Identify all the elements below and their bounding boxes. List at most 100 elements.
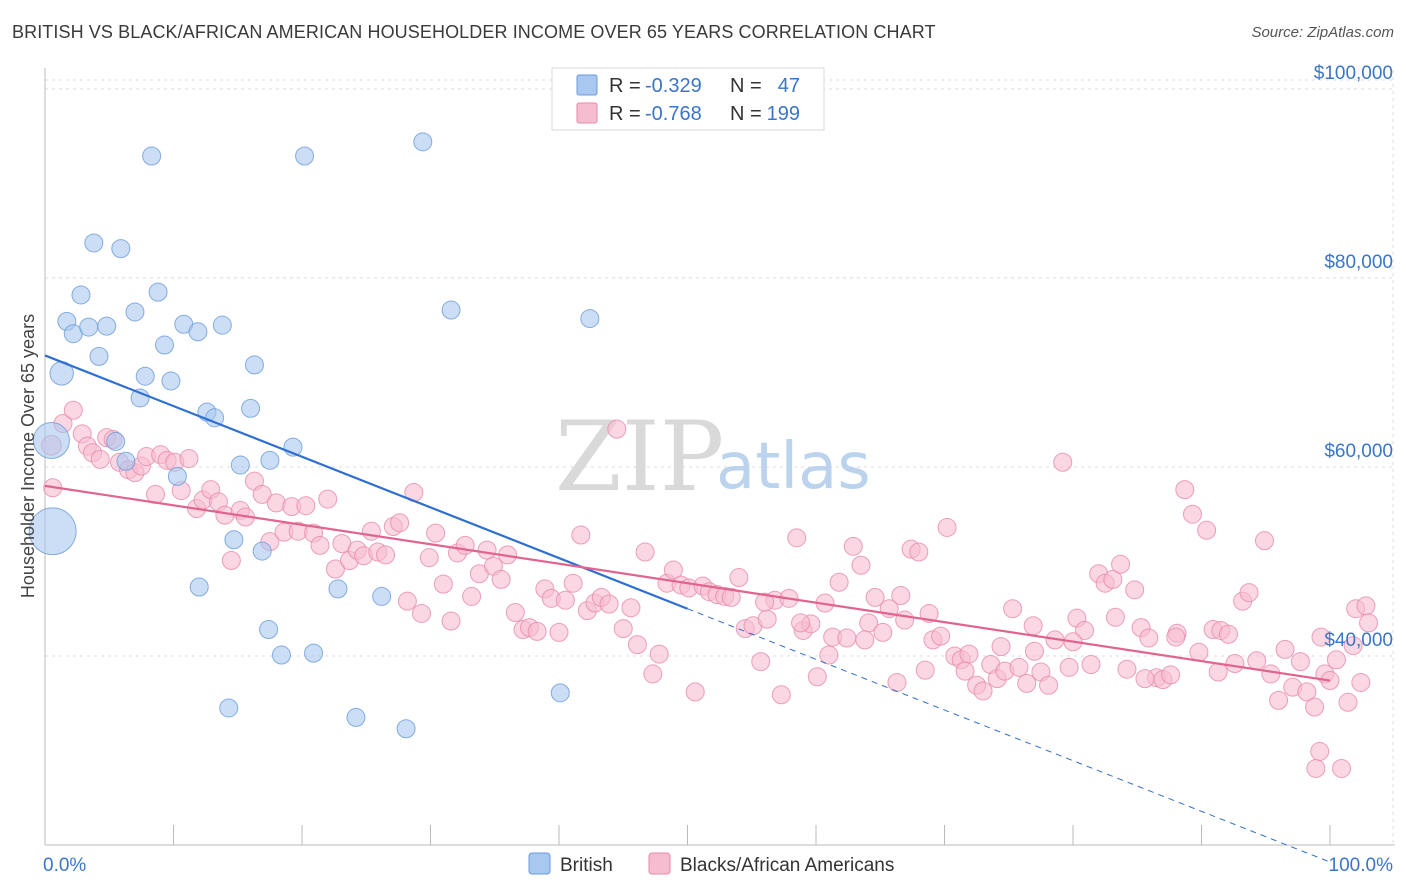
legend-swatch bbox=[576, 74, 598, 96]
data-point bbox=[1189, 642, 1209, 662]
data-point bbox=[1306, 758, 1326, 778]
data-point bbox=[28, 507, 77, 556]
data-point bbox=[130, 388, 150, 408]
data-point bbox=[89, 346, 109, 366]
data-point bbox=[1225, 654, 1245, 674]
data-point bbox=[1125, 580, 1145, 600]
data-point bbox=[260, 450, 280, 470]
data-point bbox=[244, 355, 264, 375]
data-point bbox=[79, 317, 99, 337]
data-point bbox=[1003, 599, 1023, 619]
data-point bbox=[1166, 627, 1186, 647]
chart-title: BRITISH VS BLACK/AFRICAN AMERICAN HOUSEH… bbox=[12, 22, 936, 42]
legend-swatch-blacks bbox=[648, 852, 671, 875]
data-point bbox=[413, 132, 433, 152]
data-point bbox=[580, 309, 600, 329]
data-point bbox=[1009, 657, 1029, 677]
data-point bbox=[1059, 657, 1079, 677]
data-point bbox=[1139, 628, 1159, 648]
data-point bbox=[819, 645, 839, 665]
data-point bbox=[455, 535, 475, 555]
data-point bbox=[426, 523, 446, 543]
data-point bbox=[212, 315, 232, 335]
data-point bbox=[167, 466, 187, 486]
data-point bbox=[1311, 627, 1331, 647]
data-point bbox=[155, 335, 175, 355]
data-point bbox=[1297, 682, 1317, 702]
data-point bbox=[189, 577, 209, 597]
data-point bbox=[851, 555, 871, 575]
data-point bbox=[791, 613, 811, 633]
legend-n-value: 47 bbox=[778, 75, 800, 97]
data-point bbox=[571, 525, 591, 545]
data-point bbox=[1356, 596, 1376, 616]
data-point bbox=[685, 682, 705, 702]
legend-label-blacks: Blacks/African Americans bbox=[680, 855, 894, 876]
data-point bbox=[549, 622, 569, 642]
data-point bbox=[491, 569, 511, 589]
data-point bbox=[462, 586, 482, 606]
data-point bbox=[135, 366, 155, 386]
data-point bbox=[412, 603, 432, 623]
data-point bbox=[441, 611, 461, 631]
data-point bbox=[84, 233, 104, 253]
data-point bbox=[1261, 664, 1281, 684]
data-point bbox=[1183, 504, 1203, 524]
data-point bbox=[755, 592, 775, 612]
data-point bbox=[663, 560, 683, 580]
legend-swatch bbox=[576, 102, 598, 124]
y-tick-labels: $40,000 $60,000 $80,000 $100,000 bbox=[1314, 63, 1393, 651]
data-point bbox=[304, 643, 324, 663]
data-point bbox=[1254, 531, 1274, 551]
legend-n-value: 199 bbox=[767, 103, 800, 125]
data-point bbox=[527, 621, 547, 641]
data-point bbox=[116, 451, 136, 471]
data-point bbox=[397, 591, 417, 611]
data-point bbox=[599, 594, 619, 614]
chart-source: Source: ZipAtlas.com bbox=[1251, 24, 1394, 41]
data-point bbox=[505, 603, 525, 622]
data-point bbox=[477, 540, 497, 560]
data-point bbox=[419, 548, 439, 568]
data-point bbox=[843, 536, 863, 556]
data-point bbox=[959, 644, 979, 664]
data-point bbox=[1039, 675, 1059, 695]
data-point bbox=[241, 398, 261, 418]
data-point bbox=[179, 448, 199, 468]
data-point bbox=[296, 496, 316, 516]
legend-r-value: -0.329 bbox=[645, 75, 702, 97]
data-point bbox=[1338, 692, 1358, 712]
data-point bbox=[252, 484, 272, 504]
data-point bbox=[271, 645, 291, 665]
y-tick-label: $80,000 bbox=[1324, 252, 1393, 273]
data-point bbox=[1310, 741, 1330, 761]
legend-r-value: -0.768 bbox=[645, 103, 702, 125]
data-point bbox=[919, 603, 939, 623]
data-point bbox=[1359, 613, 1379, 633]
legend-series: British Blacks/African Americans bbox=[528, 852, 894, 876]
data-point bbox=[63, 400, 83, 420]
data-point bbox=[865, 587, 885, 607]
watermark-zip: ZIP bbox=[555, 401, 724, 513]
data-point bbox=[1247, 651, 1267, 671]
data-point bbox=[1117, 659, 1137, 679]
data-point bbox=[252, 541, 272, 561]
data-point bbox=[1197, 520, 1217, 540]
series-blacks-points bbox=[41, 400, 1379, 778]
data-point bbox=[1275, 639, 1295, 659]
data-point bbox=[887, 672, 907, 692]
data-point bbox=[837, 628, 857, 648]
x-tick-label: 0.0% bbox=[43, 855, 86, 876]
data-point bbox=[346, 707, 366, 727]
data-point bbox=[1332, 758, 1352, 778]
data-point bbox=[188, 322, 208, 342]
data-point bbox=[230, 455, 250, 475]
data-point bbox=[729, 568, 749, 588]
data-point bbox=[915, 660, 935, 680]
y-tick-label: $60,000 bbox=[1324, 441, 1393, 462]
data-point bbox=[1161, 665, 1181, 685]
y-tick-label: $40,000 bbox=[1324, 630, 1393, 651]
data-point bbox=[1023, 616, 1043, 636]
data-point bbox=[1218, 624, 1238, 644]
